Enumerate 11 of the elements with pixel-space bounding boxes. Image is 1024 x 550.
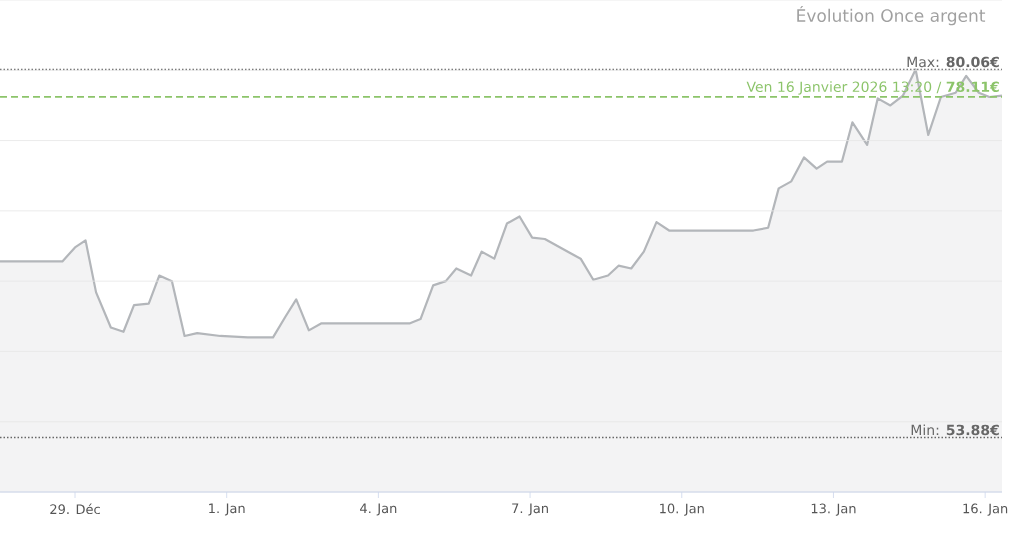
x-tick-label: 4. Jan (360, 503, 397, 516)
ref-line-label: Min: 53.88€ (911, 424, 999, 436)
x-tick-label: 29. Déc (50, 503, 100, 515)
x-tick-label: 16. Jan (963, 503, 1008, 516)
x-tick-label: 10. Jan (660, 503, 704, 516)
chart-title: Évolution Once argent (797, 6, 986, 26)
ref-line-label: Ven 16 Janvier 2026 13:20 / 78.11€ (746, 81, 999, 95)
x-tick-label: 1. Jan (209, 503, 245, 516)
x-tick-label: 13. Jan (811, 503, 856, 516)
ref-line-label: Max: 80.06€ (907, 56, 999, 68)
x-tick-label: 7. Jan (512, 503, 548, 516)
